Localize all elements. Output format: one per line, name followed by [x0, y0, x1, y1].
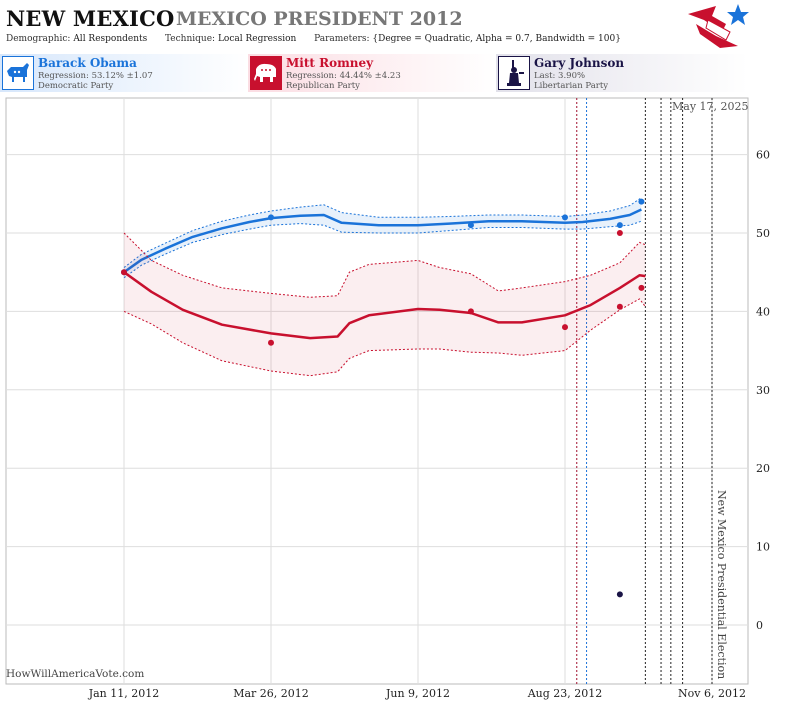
barack-obama-confidence-band: [124, 197, 642, 278]
parameters-label: Parameters:: [314, 34, 370, 44]
legend-item-obama: Barack Obama Regression: 53.12% ±1.07 De…: [0, 54, 248, 92]
statue-of-liberty-icon: [498, 56, 530, 90]
mitt-romney-poll-point: [616, 303, 623, 310]
race-title: MEXICO PRESIDENT 2012: [176, 8, 463, 30]
y-tick-label: 10: [756, 541, 770, 554]
parameters-line: Demographic: All Respondents Technique: …: [6, 34, 621, 44]
election-label: New Mexico Presidential Election: [715, 490, 728, 680]
y-tick-label: 0: [756, 619, 763, 632]
candidate-stat: Regression: 44.44% ±4.23: [286, 71, 401, 81]
candidate-party: Libertarian Party: [534, 81, 609, 91]
barack-obama-trend-line: [123, 208, 642, 274]
mitt-romney-poll-point: [121, 269, 127, 276]
chart-header: NEW MEXICO MEXICO PRESIDENT 2012 Demogra…: [0, 0, 789, 52]
demographic-value: All Respondents: [73, 34, 148, 44]
candidate-name: Barack Obama: [38, 56, 137, 70]
candidate-name: Gary Johnson: [534, 56, 625, 70]
x-tick-label: Nov 6, 2012: [678, 687, 746, 700]
candidate-party: Republican Party: [286, 81, 360, 91]
y-tick-label: 40: [756, 305, 770, 318]
barack-obama-lower-bound: [123, 220, 642, 279]
x-tick-label: Mar 26, 2012: [233, 687, 309, 700]
mitt-romney-upper-bound: [123, 232, 646, 298]
donkey-icon: [2, 56, 34, 90]
barack-obama-poll-point: [638, 198, 645, 205]
poll-chart: 0 10 20 30 40 50 60 Jan 11, 2012 Mar 26, 2012 Jun…: [5, 97, 770, 700]
x-tick-label: Jan 11, 2012: [88, 687, 160, 700]
mitt-romney-trend-line: [123, 271, 646, 340]
mitt-romney-poll-point: [467, 308, 474, 315]
site-logo-icon: [688, 4, 749, 48]
candidate-legend: Barack Obama Regression: 53.12% ±1.07 De…: [0, 52, 789, 94]
technique-value: Local Regression: [217, 34, 297, 44]
mitt-romney-poll-point: [638, 284, 645, 291]
candidate-party: Democratic Party: [38, 81, 114, 91]
y-tick-label: 60: [756, 149, 770, 162]
mitt-romney-lower-bound: [123, 298, 646, 377]
legend-item-romney: Mitt Romney Regression: 44.44% ±4.23 Rep…: [248, 54, 496, 92]
demographic-label: Demographic:: [6, 34, 71, 44]
parameters-value: {Degree = Quadratic, Alpha = 0.7, Bandwi…: [372, 34, 621, 44]
mitt-romney-confidence-band: [124, 233, 646, 376]
technique-label: Technique:: [165, 34, 216, 44]
y-tick-label: 30: [756, 384, 770, 397]
page-title: NEW MEXICO: [6, 6, 175, 31]
candidate-stat: Last: 3.90%: [534, 71, 586, 81]
y-tick-label: 20: [756, 462, 770, 475]
watermark: HowWillAmericaVote.com: [6, 668, 145, 680]
date-stamp: May 17, 2025: [672, 100, 749, 113]
barack-obama-poll-point: [467, 222, 474, 229]
mitt-romney-poll-point: [616, 230, 623, 236]
candidate-stat: Regression: 53.12% ±1.07: [38, 71, 153, 81]
barack-obama-poll-point: [562, 214, 568, 221]
mitt-romney-poll-point: [562, 324, 568, 331]
y-tick-label: 50: [756, 227, 770, 240]
mitt-romney-poll-point: [268, 339, 274, 346]
elephant-icon: [250, 56, 282, 90]
x-tick-label: Aug 23, 2012: [527, 687, 603, 700]
legend-item-johnson: Gary Johnson Last: 3.90% Libertarian Par…: [496, 54, 748, 92]
gary-johnson-poll-point: [616, 591, 623, 598]
candidate-name: Mitt Romney: [286, 56, 374, 70]
x-tick-label: Jun 9, 2012: [385, 687, 450, 700]
plot-frame: [5, 97, 749, 685]
barack-obama-poll-point: [616, 222, 623, 229]
barack-obama-poll-point: [268, 214, 274, 221]
